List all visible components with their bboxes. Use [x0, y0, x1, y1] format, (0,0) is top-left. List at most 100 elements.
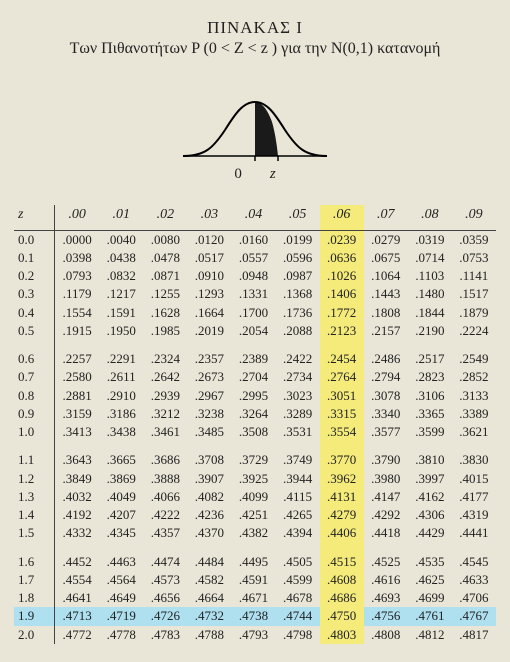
value-cell: .1915	[55, 322, 100, 340]
table-row: 1.7.4554.4564.4573.4582.4591.4599.4608.4…	[14, 571, 496, 589]
value-cell: .4699	[408, 589, 452, 607]
z-col-header: z	[14, 205, 55, 230]
value-cell: .3389	[452, 405, 496, 423]
value-cell: .3925	[231, 470, 275, 488]
value-cell: .4236	[187, 506, 231, 524]
value-cell: .2881	[55, 387, 100, 405]
value-cell: .4641	[55, 589, 100, 607]
value-cell: .4686	[320, 589, 364, 607]
value-cell: .4251	[231, 506, 275, 524]
value-cell: .4656	[143, 589, 187, 607]
value-cell: .1179	[55, 285, 100, 303]
value-cell: .2734	[276, 368, 320, 386]
value-cell: .4131	[320, 488, 364, 506]
value-cell: .4817	[452, 626, 496, 644]
value-cell: .0279	[364, 230, 408, 249]
title-block: ΠΙΝΑΚΑΣ Ι Των Πιθανοτήτων P (0 < Z < z )…	[14, 18, 496, 58]
value-cell: .0987	[276, 267, 320, 285]
value-cell: .4767	[452, 607, 496, 625]
value-cell: .2549	[452, 350, 496, 368]
value-cell: .3461	[143, 423, 187, 441]
table-row: 1.4.4192.4207.4222.4236.4251.4265.4279.4…	[14, 506, 496, 524]
value-cell: .3599	[408, 423, 452, 441]
col-header: .07	[364, 205, 408, 230]
value-cell: .4812	[408, 626, 452, 644]
value-cell: .4418	[364, 524, 408, 542]
col-header: .06	[320, 205, 364, 230]
table-row: 0.2.0793.0832.0871.0910.0948.0987.1026.1…	[14, 267, 496, 285]
value-cell: .3106	[408, 387, 452, 405]
value-cell: .0832	[99, 267, 143, 285]
table-row: 1.5.4332.4345.4357.4370.4382.4394.4406.4…	[14, 524, 496, 542]
value-cell: .4744	[276, 607, 320, 625]
value-cell: .4693	[364, 589, 408, 607]
value-cell: .4049	[99, 488, 143, 506]
value-cell: .4306	[408, 506, 452, 524]
value-cell: .4788	[187, 626, 231, 644]
value-cell: .2054	[231, 322, 275, 340]
value-cell: .3238	[187, 405, 231, 423]
value-cell: .4591	[231, 571, 275, 589]
value-cell: .3365	[408, 405, 452, 423]
value-cell: .1331	[231, 285, 275, 303]
table-row: 0.9.3159.3186.3212.3238.3264.3289.3315.3…	[14, 405, 496, 423]
value-cell: .4564	[99, 571, 143, 589]
value-cell: .4719	[99, 607, 143, 625]
col-header: .00	[55, 205, 100, 230]
table-row: 0.7.2580.2611.2642.2673.2704.2734.2764.2…	[14, 368, 496, 386]
value-cell: .4370	[187, 524, 231, 542]
value-cell: .4664	[187, 589, 231, 607]
value-cell: .4332	[55, 524, 100, 542]
value-cell: .3907	[187, 470, 231, 488]
col-header: .05	[276, 205, 320, 230]
value-cell: .4115	[276, 488, 320, 506]
value-cell: .1026	[320, 267, 364, 285]
value-cell: .3186	[99, 405, 143, 423]
z-cell: 0.3	[14, 285, 55, 303]
value-cell: .0438	[99, 249, 143, 267]
value-cell: .2422	[276, 350, 320, 368]
value-cell: .4162	[408, 488, 452, 506]
value-cell: .3749	[276, 451, 320, 469]
value-cell: .0080	[143, 230, 187, 249]
value-cell: .3621	[452, 423, 496, 441]
value-cell: .4738	[231, 607, 275, 625]
z-cell: 0.6	[14, 350, 55, 368]
value-cell: .4279	[320, 506, 364, 524]
value-cell: .0714	[408, 249, 452, 267]
table-row: 1.2.3849.3869.3888.3907.3925.3944.3962.3…	[14, 470, 496, 488]
value-cell: .3051	[320, 387, 364, 405]
value-cell: .4671	[231, 589, 275, 607]
value-cell: .2852	[452, 368, 496, 386]
z-cell: 1.3	[14, 488, 55, 506]
value-cell: .2157	[364, 322, 408, 340]
value-cell: .4582	[187, 571, 231, 589]
z-cell: 1.8	[14, 589, 55, 607]
value-cell: .2517	[408, 350, 452, 368]
value-cell: .2673	[187, 368, 231, 386]
col-header: .02	[143, 205, 187, 230]
value-cell: .0910	[187, 267, 231, 285]
value-cell: .0000	[55, 230, 100, 249]
value-cell: .1736	[276, 304, 320, 322]
value-cell: .0753	[452, 249, 496, 267]
value-cell: .2123	[320, 322, 364, 340]
value-cell: .4441	[452, 524, 496, 542]
col-header: .01	[99, 205, 143, 230]
value-cell: .2291	[99, 350, 143, 368]
bell-curve-icon	[175, 86, 335, 164]
value-cell: .0793	[55, 267, 100, 285]
value-cell: .4292	[364, 506, 408, 524]
value-cell: .3729	[231, 451, 275, 469]
value-cell: .3665	[99, 451, 143, 469]
value-cell: .4608	[320, 571, 364, 589]
value-cell: .2190	[408, 322, 452, 340]
value-cell: .1950	[99, 322, 143, 340]
value-cell: .3869	[99, 470, 143, 488]
z-cell: 0.2	[14, 267, 55, 285]
value-cell: .4265	[276, 506, 320, 524]
value-cell: .1517	[452, 285, 496, 303]
value-cell: .2764	[320, 368, 364, 386]
z-cell: 1.1	[14, 451, 55, 469]
z-cell: 0.0	[14, 230, 55, 249]
